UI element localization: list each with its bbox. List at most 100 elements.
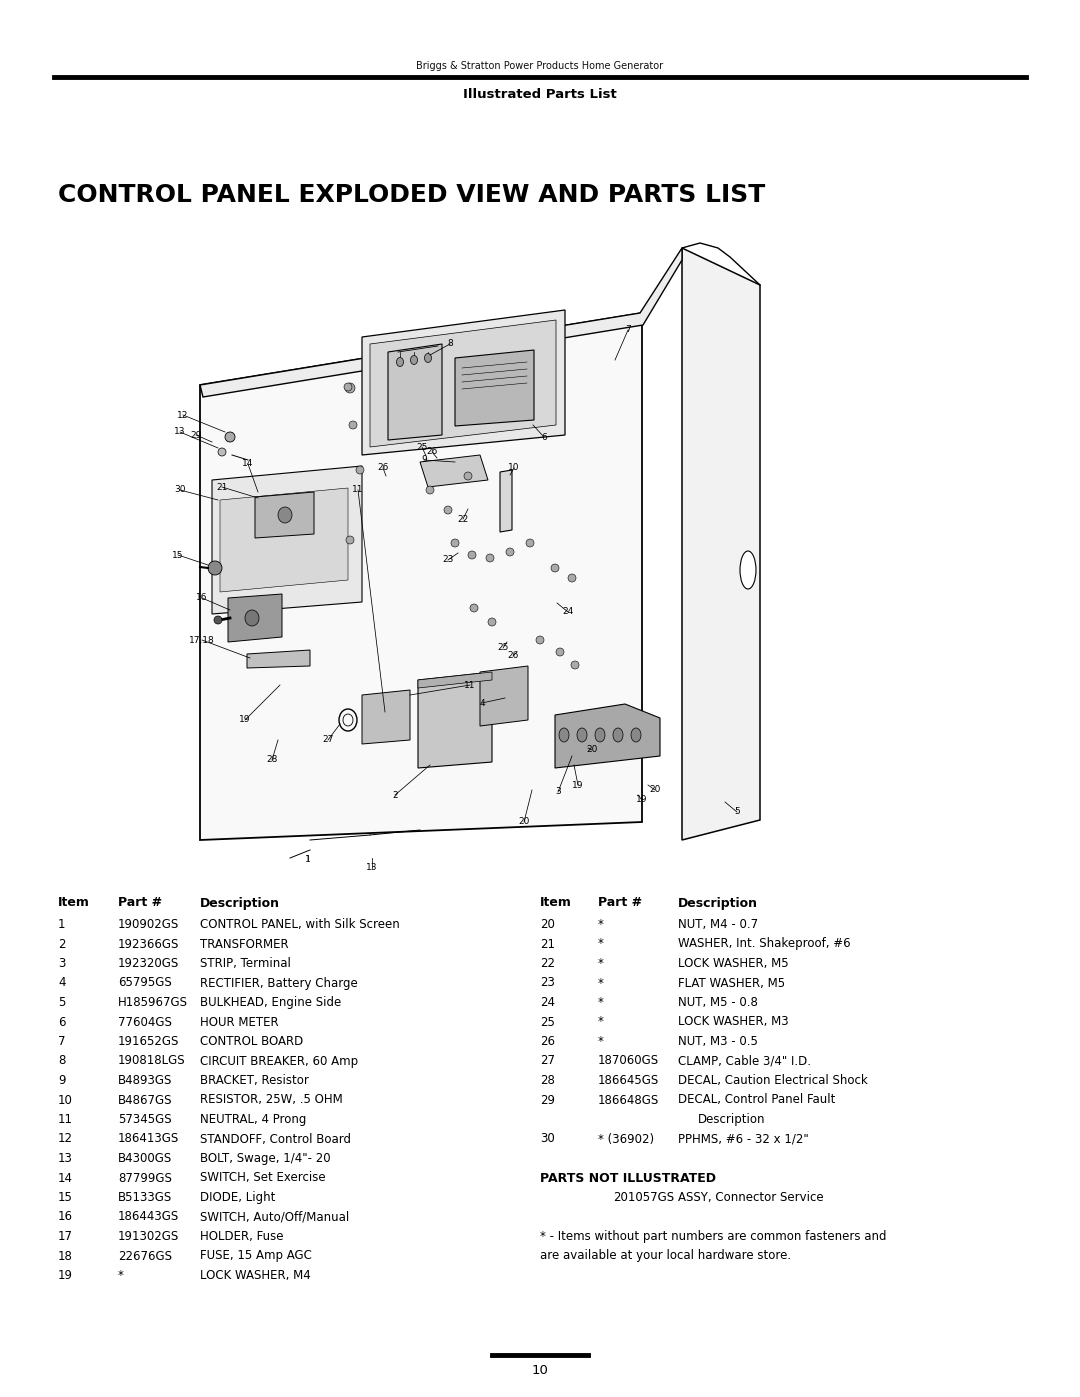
Ellipse shape [470, 604, 478, 612]
Ellipse shape [410, 355, 418, 365]
Text: 20: 20 [586, 746, 597, 754]
Text: *: * [598, 937, 604, 950]
Text: 8: 8 [58, 1055, 66, 1067]
Ellipse shape [595, 728, 605, 742]
Ellipse shape [278, 507, 292, 522]
Text: B4867GS: B4867GS [118, 1094, 173, 1106]
Polygon shape [200, 249, 681, 397]
Text: *: * [598, 918, 604, 930]
Text: 201057GS: 201057GS [613, 1192, 674, 1204]
Text: 11: 11 [352, 486, 364, 495]
Text: B4893GS: B4893GS [118, 1074, 173, 1087]
Text: 11: 11 [464, 680, 476, 690]
Text: *: * [598, 1016, 604, 1028]
Text: 28: 28 [540, 1074, 555, 1087]
Text: LOCK WASHER, M4: LOCK WASHER, M4 [200, 1268, 311, 1282]
Polygon shape [681, 249, 760, 840]
Ellipse shape [214, 616, 222, 624]
Text: 87799GS: 87799GS [118, 1172, 172, 1185]
Polygon shape [228, 594, 282, 643]
Text: LOCK WASHER, M3: LOCK WASHER, M3 [678, 1016, 788, 1028]
Text: 6: 6 [58, 1016, 66, 1028]
Text: * (36902): * (36902) [598, 1133, 654, 1146]
Text: 19: 19 [240, 715, 251, 725]
Text: SWITCH, Auto/Off/Manual: SWITCH, Auto/Off/Manual [200, 1210, 349, 1224]
Text: are available at your local hardware store.: are available at your local hardware sto… [540, 1249, 792, 1263]
Text: 10: 10 [58, 1094, 72, 1106]
Ellipse shape [345, 383, 355, 393]
Polygon shape [388, 344, 442, 440]
Text: 30: 30 [540, 1133, 555, 1146]
Text: HOLDER, Fuse: HOLDER, Fuse [200, 1229, 283, 1243]
Text: 26: 26 [508, 651, 518, 661]
Text: 192366GS: 192366GS [118, 937, 179, 950]
Text: 2: 2 [392, 791, 397, 799]
Polygon shape [370, 320, 556, 447]
Text: 1: 1 [306, 855, 311, 865]
Text: H185967GS: H185967GS [118, 996, 188, 1009]
Text: 19: 19 [58, 1268, 73, 1282]
Ellipse shape [444, 506, 453, 514]
Text: B4300GS: B4300GS [118, 1153, 172, 1165]
Ellipse shape [356, 467, 364, 474]
Ellipse shape [507, 548, 514, 556]
Text: DIODE, Light: DIODE, Light [200, 1192, 275, 1204]
Text: BOLT, Swage, 1/4"- 20: BOLT, Swage, 1/4"- 20 [200, 1153, 330, 1165]
Text: Briggs & Stratton Power Products Home Generator: Briggs & Stratton Power Products Home Ge… [417, 61, 663, 71]
Ellipse shape [396, 358, 404, 366]
Text: DECAL, Control Panel Fault: DECAL, Control Panel Fault [678, 1094, 835, 1106]
Ellipse shape [577, 728, 588, 742]
Text: 25: 25 [540, 1016, 555, 1028]
Ellipse shape [740, 550, 756, 590]
Text: 1: 1 [58, 918, 66, 930]
Text: 30: 30 [174, 486, 186, 495]
Polygon shape [420, 455, 488, 488]
Text: 5: 5 [58, 996, 66, 1009]
Text: Part #: Part # [598, 897, 643, 909]
Polygon shape [555, 704, 660, 768]
Text: 11: 11 [58, 1113, 73, 1126]
Text: NUT, M5 - 0.8: NUT, M5 - 0.8 [678, 996, 758, 1009]
Text: 20: 20 [540, 918, 555, 930]
Text: CONTROL PANEL, with Silk Screen: CONTROL PANEL, with Silk Screen [200, 918, 400, 930]
Ellipse shape [346, 536, 354, 543]
Text: BRACKET, Resistor: BRACKET, Resistor [200, 1074, 309, 1087]
Text: 191652GS: 191652GS [118, 1035, 179, 1048]
Text: *: * [598, 957, 604, 970]
Text: 12: 12 [177, 411, 189, 419]
Text: 9: 9 [421, 455, 427, 464]
Text: 15: 15 [172, 550, 184, 560]
Text: *: * [598, 1035, 604, 1048]
Ellipse shape [208, 562, 222, 576]
Text: 15: 15 [58, 1192, 72, 1204]
Text: FLAT WASHER, M5: FLAT WASHER, M5 [678, 977, 785, 989]
Ellipse shape [424, 353, 432, 362]
Ellipse shape [488, 617, 496, 626]
Text: 65795GS: 65795GS [118, 977, 172, 989]
Text: 19: 19 [572, 781, 584, 789]
Text: 4: 4 [58, 977, 66, 989]
Text: 13: 13 [58, 1153, 72, 1165]
Text: 20: 20 [649, 785, 661, 795]
Text: 18: 18 [58, 1249, 72, 1263]
Text: CONTROL PANEL EXPLODED VIEW AND PARTS LIST: CONTROL PANEL EXPLODED VIEW AND PARTS LI… [58, 183, 766, 207]
Text: Description: Description [698, 1113, 766, 1126]
Ellipse shape [568, 574, 576, 583]
Ellipse shape [225, 432, 235, 441]
Text: 16: 16 [197, 594, 207, 602]
Text: 16: 16 [58, 1210, 73, 1224]
Text: Part #: Part # [118, 897, 162, 909]
Text: 23: 23 [540, 977, 555, 989]
Text: 24: 24 [563, 608, 573, 616]
Text: WASHER, Int. Shakeproof, #6: WASHER, Int. Shakeproof, #6 [678, 937, 851, 950]
Text: 27: 27 [322, 735, 334, 745]
Text: 17: 17 [58, 1229, 73, 1243]
Ellipse shape [526, 539, 534, 548]
Text: CONTROL BOARD: CONTROL BOARD [200, 1035, 303, 1048]
Text: LOCK WASHER, M5: LOCK WASHER, M5 [678, 957, 788, 970]
Text: CLAMP, Cable 3/4" I.D.: CLAMP, Cable 3/4" I.D. [678, 1055, 811, 1067]
Text: *: * [598, 977, 604, 989]
Text: 27: 27 [540, 1055, 555, 1067]
Text: 9: 9 [58, 1074, 66, 1087]
Text: 57345GS: 57345GS [118, 1113, 172, 1126]
